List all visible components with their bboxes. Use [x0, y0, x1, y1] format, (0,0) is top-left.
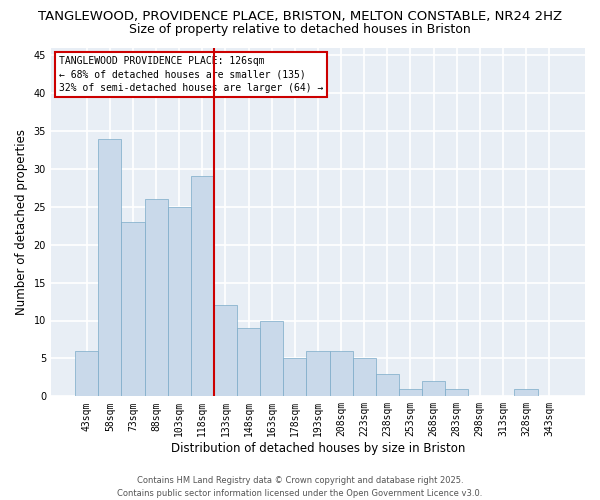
- Bar: [214, 306, 237, 396]
- Bar: [514, 389, 538, 396]
- Bar: [399, 389, 422, 396]
- Text: TANGLEWOOD PROVIDENCE PLACE: 126sqm
← 68% of detached houses are smaller (135)
3: TANGLEWOOD PROVIDENCE PLACE: 126sqm ← 68…: [59, 56, 323, 92]
- Bar: [191, 176, 214, 396]
- Text: Size of property relative to detached houses in Briston: Size of property relative to detached ho…: [129, 22, 471, 36]
- Bar: [98, 138, 121, 396]
- Bar: [353, 358, 376, 397]
- Bar: [75, 351, 98, 397]
- Text: Contains HM Land Registry data © Crown copyright and database right 2025.
Contai: Contains HM Land Registry data © Crown c…: [118, 476, 482, 498]
- Bar: [145, 199, 167, 396]
- Bar: [422, 381, 445, 396]
- X-axis label: Distribution of detached houses by size in Briston: Distribution of detached houses by size …: [171, 442, 465, 455]
- Bar: [121, 222, 145, 396]
- Text: TANGLEWOOD, PROVIDENCE PLACE, BRISTON, MELTON CONSTABLE, NR24 2HZ: TANGLEWOOD, PROVIDENCE PLACE, BRISTON, M…: [38, 10, 562, 23]
- Bar: [260, 320, 283, 396]
- Bar: [445, 389, 468, 396]
- Bar: [283, 358, 307, 397]
- Bar: [237, 328, 260, 396]
- Bar: [329, 351, 353, 397]
- Y-axis label: Number of detached properties: Number of detached properties: [15, 129, 28, 315]
- Bar: [167, 207, 191, 396]
- Bar: [307, 351, 329, 397]
- Bar: [376, 374, 399, 396]
